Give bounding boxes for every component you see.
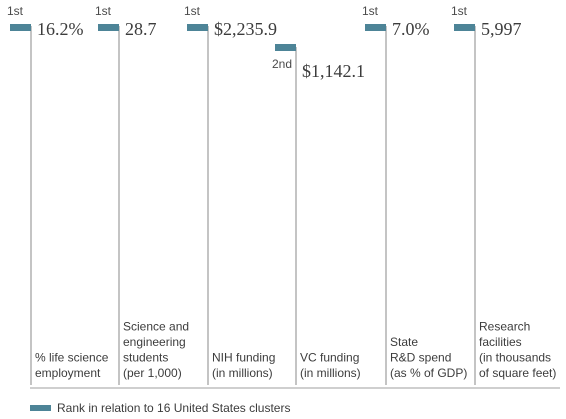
legend-label: Rank in relation to 16 United States clu… — [57, 401, 291, 415]
metric-label: State R&D spend (as % of GDP) — [390, 335, 467, 380]
legend-swatch — [30, 405, 51, 411]
metric-label: Science and engineering students (per 1,000… — [123, 320, 189, 381]
rank-label: 1st — [95, 4, 112, 18]
metric-label: Research facilities (in thousands of square… — [479, 320, 556, 381]
metric-label: % life science employment — [35, 351, 109, 381]
bottom-divider — [30, 387, 560, 389]
rank-marker — [98, 24, 119, 31]
rank-marker — [275, 44, 296, 51]
metric-value: 28.7 — [125, 19, 157, 39]
metric-label: VC funding (in millions) — [300, 351, 361, 381]
rank-marker — [10, 24, 31, 31]
rank-label: 1st — [362, 4, 379, 18]
rank-label: 1st — [451, 4, 468, 18]
metric-value: 7.0% — [392, 19, 430, 39]
metric-value: 5,997 — [481, 19, 522, 39]
metric-value: $2,235.9 — [214, 19, 277, 39]
rank-label: 2nd — [272, 57, 292, 71]
metric-value: $1,142.1 — [302, 61, 365, 81]
metric-label: NIH funding (in millions) — [212, 351, 275, 381]
rank-marker — [365, 24, 386, 31]
rank-label: 1st — [7, 4, 24, 18]
rank-marker — [187, 24, 208, 31]
rank-marker — [454, 24, 475, 31]
rank-label: 1st — [184, 4, 201, 18]
metric-value: 16.2% — [37, 19, 84, 39]
